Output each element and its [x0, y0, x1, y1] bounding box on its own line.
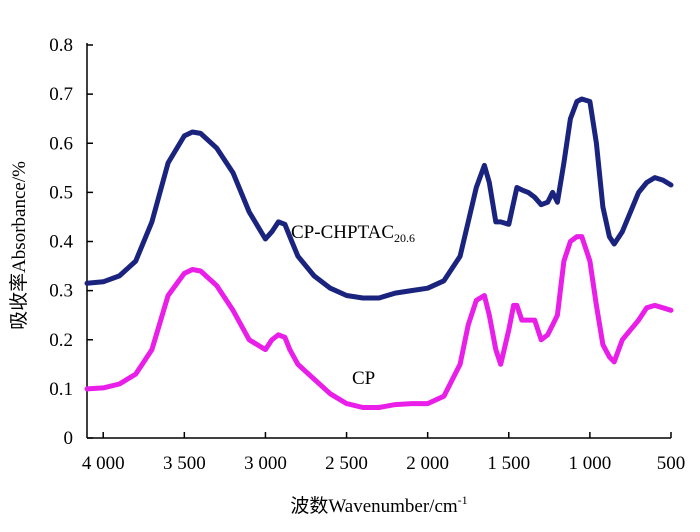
y-tick-label: 0.1	[49, 379, 73, 400]
y-tick-label: 0.5	[49, 182, 73, 203]
series-group	[84, 96, 674, 410]
y-tick-label: 0	[64, 428, 74, 449]
labels: CP-CHPTAC20.6 CP 波数Wavenumber/cm-1 吸收率Absor…	[8, 161, 468, 517]
x-axis-title: 波数Wavenumber/cm-1	[290, 493, 467, 517]
y-tick-label: 0.2	[49, 330, 73, 351]
y-axis-title: 吸收率Absorbance/%	[8, 161, 30, 330]
y-tick-label: 0.6	[49, 133, 73, 154]
x-tick-label: 2 000	[406, 453, 449, 474]
series-line-cp-chptac	[84, 96, 674, 301]
y-tick-label: 0.7	[49, 84, 73, 105]
x-tick-label: 3 000	[244, 453, 287, 474]
series-line-cp	[84, 234, 674, 410]
x-tick-label: 1 500	[487, 453, 530, 474]
x-tick-label: 4 000	[82, 453, 125, 474]
x-tick-label: 2 500	[325, 453, 368, 474]
y-tick-label: 0.4	[49, 232, 73, 253]
ticks: 0 0.1 0.2 0.3 0.4 0.5 0.6 0.7 0.8 4 000 3 500 3 000…	[49, 35, 685, 474]
x-tick-label: 1 000	[569, 453, 612, 474]
series-label-cp-chptac: CP-CHPTAC20.6	[291, 222, 415, 245]
y-tick-label: 0.3	[49, 281, 73, 302]
x-tick-label: 3 500	[163, 453, 206, 474]
x-tick-label: 500	[657, 453, 686, 474]
series-label-cp: CP	[352, 368, 375, 389]
y-tick-label: 0.8	[49, 35, 73, 56]
